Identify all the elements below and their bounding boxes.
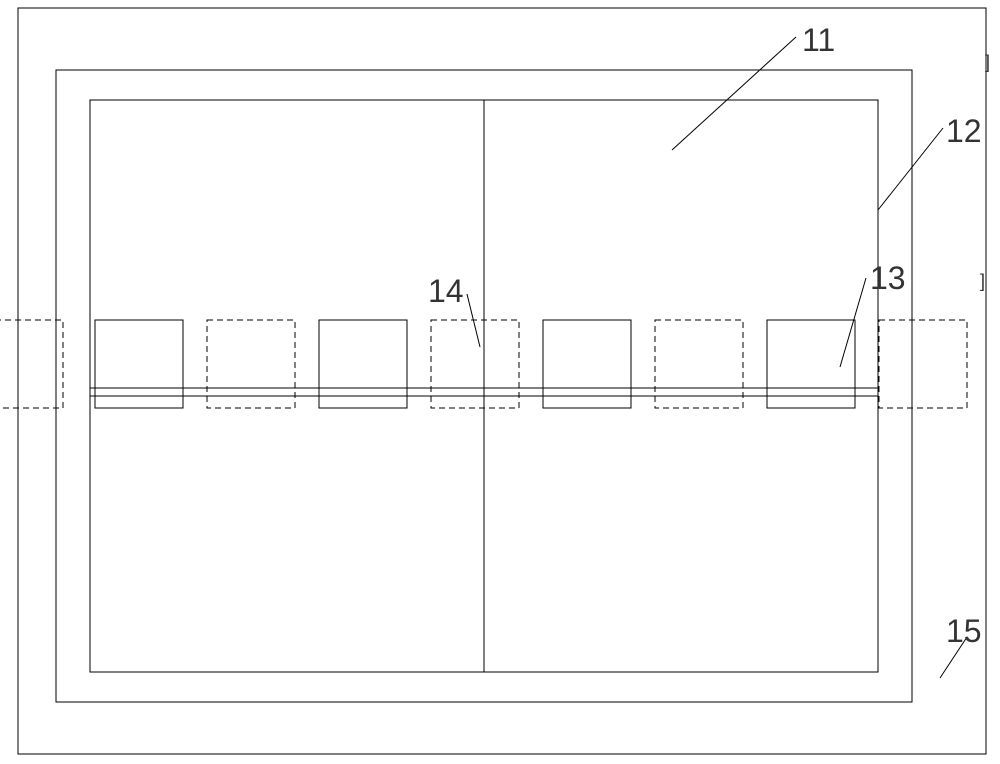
leader-label-12: 12: [946, 113, 982, 150]
leader-label-15: 15: [946, 613, 982, 650]
diagram-svg: [0, 0, 1000, 764]
diagram-container: 11 12 13 14 15]]: [0, 0, 1000, 764]
extra-mark: ]: [985, 52, 990, 73]
leader-label-11: 11: [802, 22, 835, 59]
leader-label-13: 13: [870, 260, 906, 297]
leader-label-14: 14: [428, 273, 464, 310]
extra-mark: ]: [980, 271, 985, 292]
